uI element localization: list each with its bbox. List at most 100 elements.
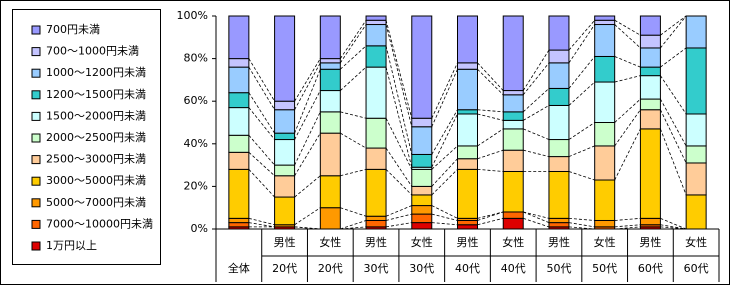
- x-tick-label: 60代: [638, 262, 663, 275]
- connector-line: [568, 56, 595, 89]
- bar-segment: [365, 19, 387, 26]
- y-tick-label: 100%: [177, 9, 208, 22]
- bar-segment: [685, 162, 707, 196]
- x-tick-label: 男性: [457, 235, 479, 249]
- bar-segment: [639, 109, 661, 130]
- bar-segment: [548, 104, 570, 141]
- bar-segment: [365, 45, 387, 68]
- bar-segment: [319, 90, 341, 113]
- x-tick-label: 50代: [592, 262, 617, 275]
- connector-line: [248, 222, 275, 228]
- bar-segment: [594, 81, 616, 123]
- bar-segment: [548, 170, 570, 219]
- bar-segment: [685, 47, 707, 115]
- legend-swatch: [31, 176, 41, 186]
- legend-label: 3000～5000円未満: [46, 174, 146, 187]
- connector-line: [660, 128, 687, 196]
- bar-segment: [502, 217, 524, 230]
- bar-segment: [594, 219, 616, 228]
- connector-line: [660, 47, 687, 68]
- legend-swatch: [31, 111, 41, 121]
- y-tick-label: 60%: [184, 94, 208, 107]
- bar-segment: [319, 175, 341, 209]
- connector-line: [431, 145, 458, 170]
- connector-line: [431, 158, 458, 187]
- legend-label: 7000～10000円未満: [46, 217, 153, 230]
- connector-line: [294, 175, 321, 198]
- connector-line: [431, 109, 458, 155]
- bar-segment: [594, 15, 616, 21]
- connector-line: [614, 109, 641, 147]
- connector-line: [431, 69, 458, 127]
- bar-segment: [548, 15, 570, 51]
- legend-swatch: [31, 90, 41, 100]
- bar-segment: [365, 117, 387, 149]
- legend-swatch: [31, 155, 41, 165]
- connector-line: [522, 88, 550, 113]
- connector-line: [294, 207, 321, 226]
- connector-line: [614, 98, 641, 123]
- connector-line: [477, 211, 504, 219]
- legend-swatch: [31, 241, 41, 251]
- connector-line: [568, 226, 595, 230]
- bar-segment: [502, 111, 524, 121]
- bar-segment: [319, 62, 341, 70]
- bar-segment: [502, 149, 524, 172]
- bar-segment: [548, 87, 570, 106]
- connector-line: [385, 118, 413, 170]
- connector-line: [385, 147, 413, 187]
- connector-line: [660, 15, 687, 36]
- connector-line: [614, 24, 641, 49]
- bar-segment: [228, 217, 250, 224]
- connector-line: [568, 122, 595, 140]
- connector-line: [431, 222, 458, 226]
- connector-line: [614, 217, 641, 221]
- connector-line: [614, 128, 641, 181]
- connector-line: [614, 226, 641, 230]
- connector-line: [477, 113, 504, 121]
- bar-segment: [502, 15, 524, 92]
- bar-segment: [457, 15, 478, 64]
- legend-label: 1200～1500円未満: [46, 88, 146, 101]
- connector-line: [660, 224, 687, 230]
- connector-line: [248, 169, 275, 198]
- bar-segment: [457, 224, 478, 230]
- x-tick-label: 女性: [411, 235, 433, 249]
- connector-line: [385, 20, 413, 119]
- x-tick-label: 40代: [501, 262, 526, 275]
- connector-line: [339, 20, 367, 59]
- legend-label: 700～1000円未満: [46, 45, 139, 58]
- connector-line: [431, 62, 458, 119]
- bar-segment: [548, 62, 570, 89]
- connector-line: [248, 152, 275, 177]
- connector-line: [385, 213, 412, 221]
- legend-swatch: [31, 25, 41, 35]
- x-tick-label: 50代: [546, 262, 571, 275]
- connector-line: [340, 111, 367, 119]
- connector-line: [523, 217, 550, 228]
- connector-line: [248, 135, 275, 166]
- bar-segment: [228, 58, 250, 68]
- connector-line: [660, 98, 687, 147]
- legend-swatch: [31, 68, 41, 78]
- bar-segment: [228, 168, 250, 219]
- legend-label: 1500～2000円未満: [46, 109, 146, 122]
- legend-swatch: [31, 47, 41, 57]
- connector-line: [294, 62, 321, 110]
- connector-line: [477, 109, 504, 113]
- bar-segment: [685, 145, 707, 164]
- bar-segment: [365, 24, 387, 47]
- bar-segment: [594, 122, 616, 147]
- bar-segment: [457, 109, 478, 115]
- y-tick-label: 0%: [191, 222, 208, 235]
- bar-segment: [228, 107, 250, 136]
- connector-line: [294, 132, 321, 176]
- connector-line: [568, 171, 595, 181]
- connector-line: [477, 149, 504, 160]
- x-tick-label: 女性: [685, 235, 707, 249]
- bar-segment: [457, 219, 478, 226]
- bar-segment: [274, 15, 296, 102]
- connector-line: [248, 58, 275, 102]
- connector-line: [568, 222, 595, 228]
- connector-line: [477, 217, 504, 226]
